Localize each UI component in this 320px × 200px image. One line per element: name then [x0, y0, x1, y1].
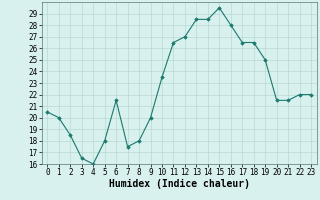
X-axis label: Humidex (Indice chaleur): Humidex (Indice chaleur)	[109, 179, 250, 189]
